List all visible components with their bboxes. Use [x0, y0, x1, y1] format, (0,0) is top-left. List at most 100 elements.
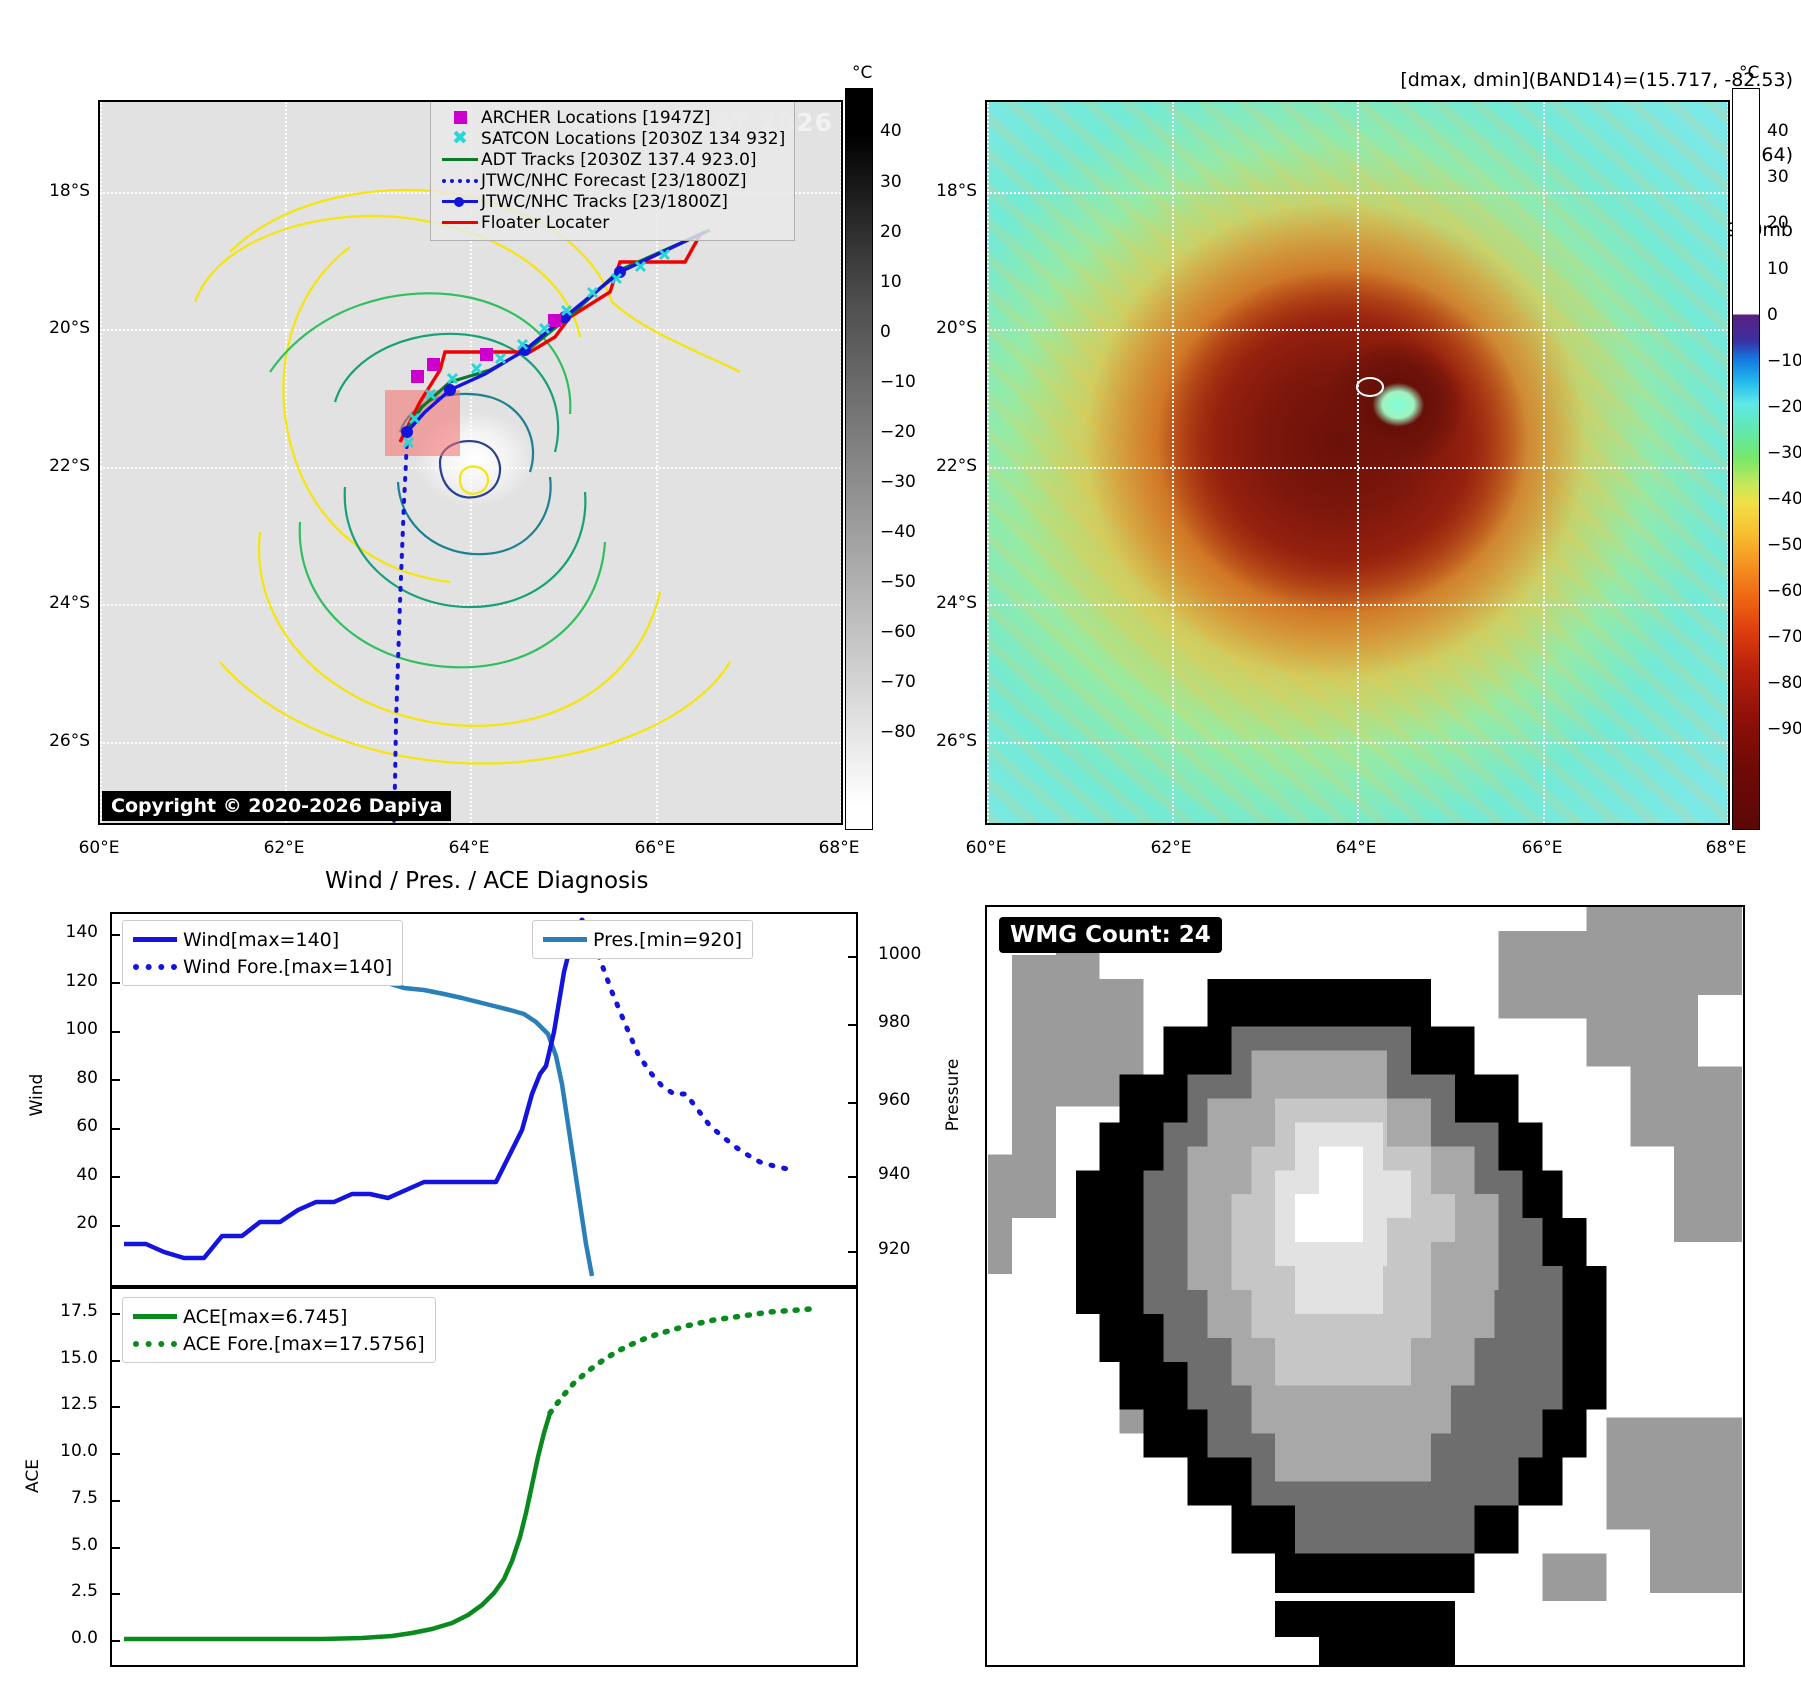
map-gridline [470, 102, 472, 823]
diagnosis-title: Wind / Pres. / ACE Diagnosis [325, 868, 649, 894]
colorbar-tick: −40 [880, 522, 916, 542]
colorbar-tick: 40 [1767, 121, 1789, 141]
ace-chart[interactable]: ACE[max=6.745] ACE Fore.[max=17.5756] [110, 1287, 858, 1667]
x-marker-icon: ✖ [452, 127, 468, 149]
ace-tick-label: 15.0 [60, 1348, 98, 1368]
ace-plot [124, 1306, 813, 1642]
solid-line-icon [439, 158, 481, 161]
colorbar-tick: −70 [1767, 627, 1801, 647]
wmg-mosaic [987, 907, 1743, 1665]
lon-tick: 62°E [1150, 838, 1192, 858]
track-overlay [392, 228, 711, 823]
map-gridline [840, 102, 841, 823]
pressure-tick-label: 960 [878, 1090, 911, 1110]
wind-tick-label: 120 [65, 971, 98, 991]
line-with-dot-icon [439, 196, 481, 207]
ace-tick [112, 1640, 120, 1642]
ace-tick [112, 1313, 120, 1315]
lat-tick: 22°S [936, 456, 977, 476]
colorbar-tick: 30 [880, 172, 902, 192]
colorbar-tick: −90 [1767, 719, 1801, 739]
map-gridline [1357, 102, 1359, 823]
solid-line-icon [543, 937, 593, 942]
colorbar-tick: −30 [880, 472, 916, 492]
colorbar-tick: 0 [880, 322, 891, 342]
wind-tick-label: 20 [76, 1213, 98, 1233]
map-gridline [100, 742, 841, 744]
pressure-tick-label: 920 [878, 1239, 911, 1259]
lon-tick: 62°E [263, 838, 305, 858]
legend-row-floater: Floater Locater [439, 212, 785, 233]
ace-tick [112, 1360, 120, 1362]
legend-label: JTWC/NHC Forecast [23/1800Z] [481, 170, 747, 191]
lat-tick: 26°S [49, 731, 90, 751]
legend-row-archer: ARCHER Locations [1947Z] [439, 107, 785, 128]
colorbar-unit: °C [852, 63, 873, 83]
pressure-tick-label: 1000 [878, 944, 922, 964]
grayscale-colorbar [845, 88, 873, 830]
ace-legend: ACE[max=6.745] ACE Fore.[max=17.5756] [122, 1297, 436, 1363]
ace-axis-label: ACE [23, 1459, 43, 1493]
floater-locater-track [398, 234, 702, 443]
map-gridline [100, 604, 841, 606]
dmax-dmin-band14: [dmax, dmin](BAND14)=(15.717, -82.53) [1400, 69, 1793, 91]
colorbar-tick: −50 [880, 572, 916, 592]
colorbar-tick: −50 [1767, 535, 1801, 555]
pressure-tick [848, 1176, 856, 1178]
pressure-tick [848, 1251, 856, 1253]
lat-tick: 26°S [936, 731, 977, 751]
ace-tick [112, 1593, 120, 1595]
legend-label: Wind[max=140] [183, 928, 340, 951]
colorbar-tick: 20 [880, 222, 902, 242]
archer-location-marker [411, 314, 561, 383]
jtwc-nhc-forecast [392, 432, 409, 823]
wind-tick-label: 80 [76, 1068, 98, 1088]
colorbar-tick: −30 [1767, 443, 1801, 463]
map-gridline [656, 102, 658, 823]
ace-series [124, 1412, 553, 1642]
dotted-line-icon [133, 963, 183, 970]
legend-row-wind: Wind[max=140] [133, 926, 392, 953]
ace-tick-label: 12.5 [60, 1394, 98, 1414]
right-ir-map[interactable] [985, 100, 1730, 825]
square-marker-icon [439, 111, 481, 124]
colorbar-tick: 20 [1767, 213, 1789, 233]
legend-label: ACE[max=6.745] [183, 1305, 348, 1328]
legend-label: ARCHER Locations [1947Z] [481, 107, 711, 128]
lon-tick: 60°E [78, 838, 120, 858]
ace-tick [112, 1406, 120, 1408]
dotted-line-icon [439, 178, 481, 183]
solid-line-icon [133, 937, 183, 942]
satcon-location-marker [402, 248, 671, 449]
colorbar-tick: −20 [1767, 397, 1801, 417]
legend-label: ACE Fore.[max=17.5756] [183, 1332, 425, 1355]
ace-tick [112, 1453, 120, 1455]
legend-label: Pres.[min=920] [593, 928, 742, 951]
legend-row-tracks: JTWC/NHC Tracks [23/1800Z] [439, 191, 785, 212]
pressure-tick [848, 956, 856, 958]
wind-pressure-chart[interactable]: Wind[max=140] Wind Fore.[max=140] Pres.[… [110, 912, 858, 1287]
map-gridline [987, 604, 1728, 606]
ir-enhanced-colorbar [1732, 88, 1760, 830]
wind-tick [112, 1031, 120, 1033]
wind-tick [112, 1176, 120, 1178]
legend-label: ADT Tracks [2030Z 137.4 923.0] [481, 149, 757, 170]
legend-row-pressure: Pres.[min=920] [543, 926, 742, 953]
pressure-tick [848, 1024, 856, 1026]
lon-tick: 66°E [634, 838, 676, 858]
map-gridline [987, 329, 1728, 331]
lon-tick: 64°E [1335, 838, 1377, 858]
lat-tick: 24°S [936, 593, 977, 613]
map-gridline [285, 102, 287, 823]
map-gridline [100, 467, 841, 469]
colorbar-unit: °C [1739, 63, 1760, 83]
pressure-axis-label: Pressure [943, 1058, 963, 1132]
map-legend: ARCHER Locations [1947Z] ✖ SATCON Locati… [430, 102, 796, 241]
eye-outline-overlay [1356, 377, 1384, 397]
wind-legend: Wind[max=140] Wind Fore.[max=140] [122, 920, 404, 986]
colorbar-tick: −20 [880, 422, 916, 442]
wmg-panel[interactable]: WMG Count: 24 [985, 905, 1745, 1667]
ace-tick-label: 2.5 [70, 1581, 98, 1601]
left-ir-map[interactable]: © EUMETSAT 2026 Copyright © 2020-2026 Da… [98, 100, 843, 825]
solid-line-icon [133, 1314, 183, 1319]
